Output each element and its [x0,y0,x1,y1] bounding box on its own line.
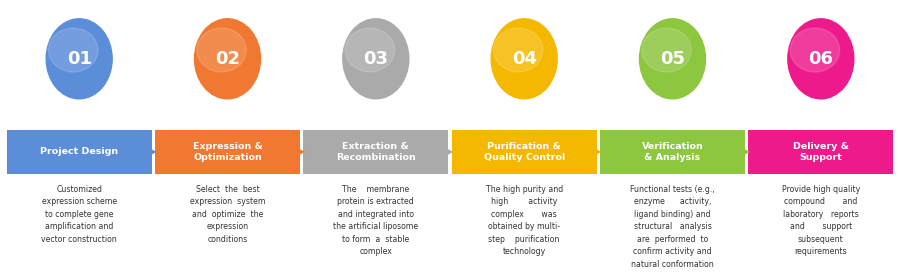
FancyBboxPatch shape [749,130,893,174]
Ellipse shape [642,28,691,72]
Text: 05: 05 [660,50,685,68]
Text: The    membrane
protein is extracted
and integrated into
the artificial liposome: The membrane protein is extracted and in… [333,185,418,256]
Ellipse shape [49,28,98,72]
Polygon shape [742,148,750,156]
FancyBboxPatch shape [452,130,597,174]
Ellipse shape [790,28,840,72]
FancyBboxPatch shape [600,130,745,174]
Text: Expression &
Optimization: Expression & Optimization [193,142,263,162]
Text: Select  the  best
expression  system
and  optimize  the
expression
conditions: Select the best expression system and op… [190,185,266,244]
Ellipse shape [194,19,260,99]
Text: Project Design: Project Design [40,147,118,157]
Polygon shape [595,148,601,156]
Text: 06: 06 [808,50,833,68]
Text: 01: 01 [67,50,92,68]
Text: Verification
& Analysis: Verification & Analysis [642,142,704,162]
Text: Delivery &
Support: Delivery & Support [793,142,849,162]
Ellipse shape [788,19,854,99]
Text: 02: 02 [215,50,240,68]
Text: Purification &
Quality Control: Purification & Quality Control [483,142,565,162]
FancyBboxPatch shape [155,130,300,174]
Ellipse shape [493,28,543,72]
FancyBboxPatch shape [303,130,448,174]
Polygon shape [446,148,453,156]
Ellipse shape [46,19,112,99]
Text: The high purity and
high        activity
complex       was
obtained by multi-
st: The high purity and high activity comple… [485,185,562,256]
Text: Extraction &
Recombination: Extraction & Recombination [336,142,416,162]
FancyBboxPatch shape [7,130,151,174]
Text: 04: 04 [512,50,536,68]
Text: Functional tests (e.g.,
enzyme      activity,
ligand binding) and
structural   a: Functional tests (e.g., enzyme activity,… [630,185,715,269]
Text: 03: 03 [364,50,388,68]
Ellipse shape [345,28,394,72]
Polygon shape [149,148,157,156]
Ellipse shape [197,28,247,72]
Ellipse shape [343,19,409,99]
Ellipse shape [491,19,557,99]
Text: Customized
expression scheme
to complete gene
amplification and
vector construct: Customized expression scheme to complete… [41,185,117,244]
Ellipse shape [640,19,706,99]
Text: Provide high quality
compound       and
laboratory   reports
and       support
s: Provide high quality compound and labora… [782,185,860,256]
Polygon shape [298,148,305,156]
